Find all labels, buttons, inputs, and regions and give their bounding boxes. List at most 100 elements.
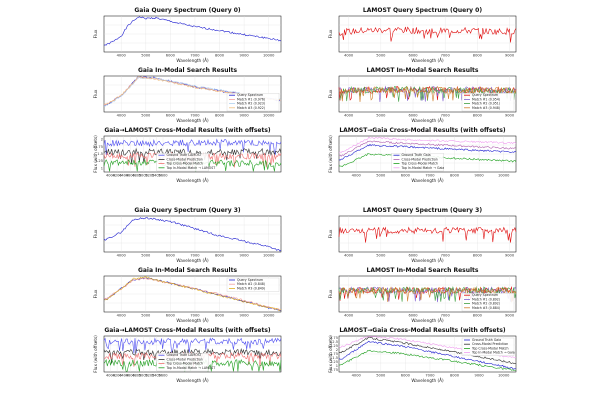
x-tick-label: 9000 xyxy=(240,254,250,258)
y-axis-label: Flux xyxy=(93,29,98,38)
series-line xyxy=(103,16,282,46)
legend-label: Cross-Modal Prediction xyxy=(402,157,438,161)
series-line xyxy=(103,277,282,311)
legend-label: Match #2 (0.951) xyxy=(472,102,500,106)
y-axis-label: Flux (with offsets) xyxy=(328,335,333,373)
y-axis-label: Flux xyxy=(93,229,98,238)
series-line xyxy=(338,226,517,243)
legend-box xyxy=(461,93,515,112)
x-tick-label: 8000 xyxy=(450,374,460,378)
legend-label: Top In-Modal Match → Gaia xyxy=(471,351,515,355)
y-tick-label: 2.75 xyxy=(330,336,338,340)
x-tick-label: 8000 xyxy=(473,314,483,318)
x-tick-label: 4600 xyxy=(126,174,136,178)
y-tick-label: 1 xyxy=(336,364,338,368)
series-line xyxy=(338,85,517,103)
legend-label: Cross-Modal Prediction xyxy=(167,357,203,361)
y-axis-label: Flux xyxy=(328,229,333,238)
legend-label: Ground Truth Gaia xyxy=(402,153,431,157)
series-line xyxy=(338,286,517,302)
legend-box xyxy=(461,337,515,356)
series-line xyxy=(338,336,516,364)
x-tick-label: 7000 xyxy=(425,174,435,178)
x-tick-label: 6000 xyxy=(166,114,176,118)
series-line xyxy=(338,143,517,161)
y-tick-label: 1 xyxy=(101,166,103,170)
x-tick-label: 4000 xyxy=(117,254,127,258)
x-tick-label: 4000 xyxy=(106,174,116,178)
y-tick-label: 2 xyxy=(101,138,103,142)
legend-label: Top In-Modal Match → LAMOST xyxy=(166,166,216,170)
y-tick-label: 1.75 xyxy=(330,352,338,356)
y-axis-label: Flux xyxy=(93,289,98,298)
chart-panel-l3q: LAMOST Query Spectrum (Query 3) 4000 5000 6… xyxy=(328,207,517,263)
x-tick-label: 5000 xyxy=(141,54,151,58)
x-tick-label: 6000 xyxy=(408,54,418,58)
legend-label: Match #1 (0.976) xyxy=(237,97,265,101)
legend-label: Match #1 (0.892) xyxy=(472,297,500,301)
x-tick-label: 7000 xyxy=(425,374,435,378)
x-tick-label: 8000 xyxy=(215,254,225,258)
x-tick-label: 4000 xyxy=(344,54,354,58)
legend-label: Match #3 (0.948) xyxy=(472,106,500,110)
x-tick-label: 4600 xyxy=(126,374,136,378)
x-tick-label: 7000 xyxy=(441,314,451,318)
legend-label: Query Spectrum xyxy=(472,93,498,97)
x-axis-label: Wavelength (Å) xyxy=(411,178,444,183)
chart-title: LAMOST In-Modal Search Results xyxy=(367,267,479,274)
chart-title: LAMOST Query Spectrum (Query 3) xyxy=(363,207,482,214)
y-axis-label: Flux (with offsets) xyxy=(93,335,98,373)
x-tick-label: 4000 xyxy=(117,114,127,118)
x-axis-label: Wavelength (Å) xyxy=(411,258,444,263)
legend-label: Match #2 (0.892) xyxy=(472,302,500,306)
y-axis-label: Flux (with offsets) xyxy=(328,135,333,173)
x-tick-label: 9000 xyxy=(240,314,250,318)
x-tick-label: 4400 xyxy=(119,174,129,178)
x-tick-label: 10000 xyxy=(498,374,510,378)
chart-title: Gaia In-Modal Search Results xyxy=(138,267,238,274)
x-axis-label: Wavelength (Å) xyxy=(411,118,444,123)
legend-box xyxy=(461,293,515,312)
x-axis-label: Wavelength (Å) xyxy=(176,258,209,263)
x-tick-label: 9000 xyxy=(475,374,485,378)
x-tick-label: 4200 xyxy=(113,374,123,378)
legend-label: Query Spectrum xyxy=(472,293,498,297)
x-tick-label: 4800 xyxy=(132,174,142,178)
legend-label: Top In-Modal Match → LAMOST xyxy=(166,366,216,370)
x-tick-label: 5000 xyxy=(376,54,386,58)
x-tick-label: 5400 xyxy=(152,174,162,178)
legend-label: Match #2 (0.848) xyxy=(237,282,265,286)
x-tick-label: 5000 xyxy=(141,314,151,318)
chart-title: LAMOST→Gaia Cross-Modal Results (with of… xyxy=(339,127,506,134)
x-tick-label: 9000 xyxy=(505,54,515,58)
y-axis-label: Flux xyxy=(328,89,333,98)
legend-box xyxy=(226,277,280,292)
x-tick-label: 5400 xyxy=(152,374,162,378)
y-tick-label: 1.25 xyxy=(330,360,338,364)
x-tick-label: 8000 xyxy=(473,54,483,58)
x-tick-label: 9000 xyxy=(505,314,515,318)
x-tick-label: 6000 xyxy=(166,314,176,318)
x-tick-label: 5200 xyxy=(145,174,155,178)
x-tick-label: 6000 xyxy=(408,254,418,258)
x-tick-label: 10000 xyxy=(263,254,275,258)
legend-label: Match #2 (0.923) xyxy=(237,102,265,106)
chart-title: Gaia Query Spectrum (Query 3) xyxy=(134,207,241,214)
x-tick-label: 4000 xyxy=(117,54,127,58)
x-tick-label: 8000 xyxy=(450,174,460,178)
chart-title: Gaia Query Spectrum (Query 0) xyxy=(134,7,241,14)
legend-box xyxy=(226,93,280,112)
x-axis-label: Wavelength (Å) xyxy=(176,118,209,123)
x-tick-label: 6000 xyxy=(401,374,411,378)
x-tick-label: 9000 xyxy=(475,174,485,178)
legend-label: Match #3 (0.922) xyxy=(237,106,265,110)
x-tick-label: 6000 xyxy=(166,254,176,258)
x-tick-label: 4000 xyxy=(352,174,362,178)
x-tick-label: 7000 xyxy=(190,114,200,118)
legend-label: Cross-Modal Prediction xyxy=(167,157,203,161)
x-tick-label: 5000 xyxy=(376,174,386,178)
series-line xyxy=(103,337,282,354)
legend-box xyxy=(156,353,209,372)
x-tick-label: 8000 xyxy=(215,314,225,318)
chart-panel-l3m: LAMOST In-Modal Search Results 4000 5000 60… xyxy=(328,267,517,323)
